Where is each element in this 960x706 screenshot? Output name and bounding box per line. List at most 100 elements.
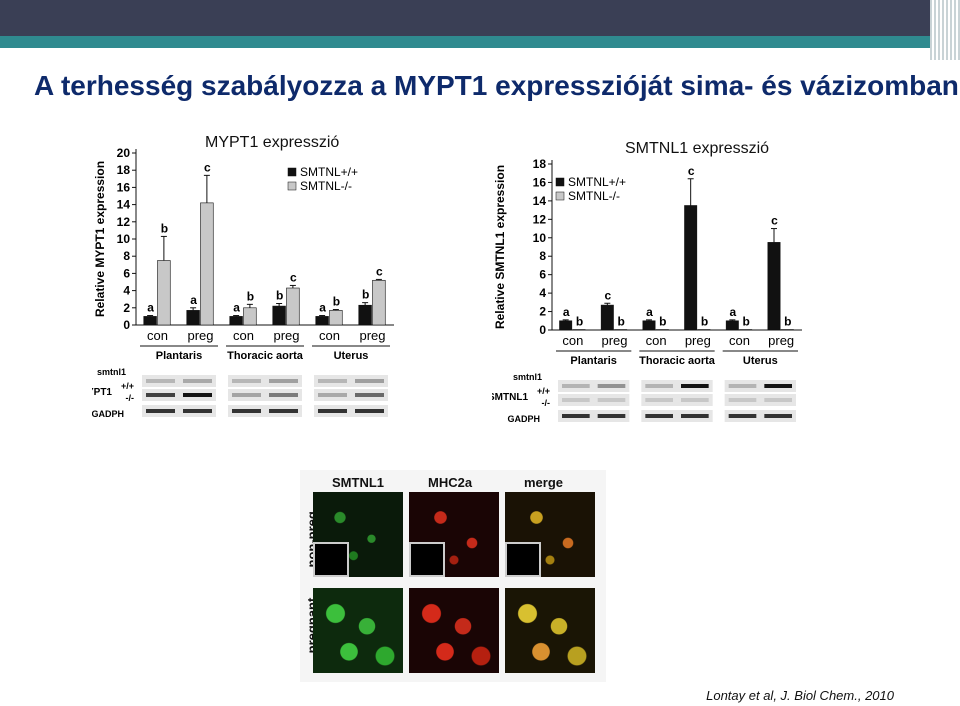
chart1-bar — [372, 279, 386, 326]
chart1-ytick-label: 14 — [117, 198, 131, 212]
chart1-blot-band — [355, 379, 384, 383]
chart2-ytick-label: 12 — [533, 212, 547, 226]
chart1-sig-letter: c — [376, 264, 383, 278]
chart1-bar — [329, 310, 343, 326]
chart1-blot-strip — [228, 389, 302, 401]
chart2-blot-strip — [724, 394, 796, 406]
chart1-blot-label: MYPT1 — [92, 387, 112, 398]
chart1-ytick-label: 2 — [123, 301, 130, 315]
chart1-xtick-label: con — [233, 328, 254, 343]
chart1-group-label: Thoracic aorta — [227, 350, 304, 362]
chart2-blot-label: GADPH — [507, 414, 540, 424]
chart2-blot-label: smtnl1 — [513, 372, 542, 382]
chart1-group-label: Uterus — [334, 350, 369, 362]
chart1-blot-band — [269, 393, 298, 397]
chart2-ytick-label: 6 — [539, 268, 546, 282]
chart1-legend-label: SMTNL-/- — [300, 179, 352, 193]
micro-nonpreg-merge — [505, 492, 595, 577]
chart2-title: SMTNL1 expresszió — [625, 140, 770, 157]
chart1-ytick-label: 4 — [123, 284, 130, 298]
chart2-blot-strip — [558, 394, 630, 406]
chart1-sig-letter: b — [362, 288, 369, 302]
chart2-legend-label: SMTNL+/+ — [568, 175, 626, 189]
chart1-legend-swatch — [287, 167, 297, 177]
chart1-group-label: Plantaris — [156, 350, 202, 362]
chart1-blot-strip — [314, 389, 388, 401]
chart2-ytick-label: 16 — [533, 175, 547, 189]
top-banner-stripe — [0, 36, 960, 48]
chart2-blot-band — [728, 384, 757, 388]
chart1-blot-strip — [142, 405, 216, 417]
chart1-legend-swatch — [287, 181, 297, 191]
chart2-blot-strip — [558, 380, 630, 392]
chart2-legend-swatch — [555, 191, 565, 201]
chart2-bar — [559, 320, 573, 331]
chart2-blot-strip — [724, 380, 796, 392]
chart1-ylabel: Relative MYPT1 expression — [93, 161, 107, 317]
chart1-blot-strip — [314, 405, 388, 417]
micro-inset — [313, 542, 349, 577]
micro-preg-mhc2a — [409, 588, 499, 673]
chart2-blot-band — [562, 384, 590, 388]
chart2-blot-genotype: -/- — [542, 398, 551, 408]
chart1-blot-band — [232, 393, 261, 397]
chart2-xtick-label: con — [729, 333, 750, 348]
chart1-bar — [229, 316, 243, 326]
chart1-blot-band — [232, 379, 261, 383]
chart2-ytick-label: 2 — [539, 305, 546, 319]
chart2-blot-strip — [724, 410, 796, 422]
chart1-bar — [315, 316, 329, 326]
chart2-sig-letter: b — [701, 315, 708, 329]
chart1-sig-letter: a — [319, 301, 326, 315]
chart2-xtick-label: preg — [768, 333, 794, 348]
chart2-ytick-label: 8 — [539, 249, 546, 263]
micro-col-smtnl1: SMTNL1 — [332, 475, 384, 490]
chart2-blot-strip — [641, 410, 713, 422]
chart2-blot-band-gapdh — [562, 414, 590, 418]
chart2-legend-label: SMTNL-/- — [568, 189, 620, 203]
chart2-bar — [725, 320, 739, 331]
chart1-sig-letter: b — [247, 289, 254, 303]
micro-inset — [409, 542, 445, 577]
chart2-blot-band — [562, 398, 590, 402]
chart2-blot-band — [764, 384, 792, 388]
chart2-sig-letter: b — [659, 315, 666, 329]
microscopy-panel: SMTNL1 MHC2a merge non-preg. pregnant — [300, 470, 606, 682]
chart2-bar — [697, 329, 711, 331]
chart2-sig-letter: b — [742, 315, 749, 329]
chart2-bar — [642, 320, 656, 331]
citation: Lontay et al, J. Biol Chem., 2010 — [706, 688, 894, 703]
chart2-sig-letter: a — [646, 305, 653, 319]
chart2-bar — [684, 205, 698, 331]
chart1-blot-band — [318, 379, 347, 383]
micro-preg-merge — [505, 588, 595, 673]
micro-col-mhc2a: MHC2a — [428, 475, 473, 490]
chart1-blot-strip — [314, 375, 388, 387]
chart1-blot-band — [269, 379, 298, 383]
chart1-xtick-label: con — [147, 328, 168, 343]
micro-inset — [505, 542, 541, 577]
micro-nonpreg-mhc2a — [409, 492, 499, 577]
chart2-sig-letter: a — [729, 305, 736, 319]
chart1-blot-band-gapdh — [318, 409, 347, 413]
chart1-ytick-label: 20 — [117, 146, 131, 160]
chart1-bar — [157, 260, 171, 326]
chart1-blot-band-gapdh — [269, 409, 298, 413]
chart1-blot-genotype: -/- — [126, 393, 135, 403]
chart1-blot-band-gapdh — [232, 409, 261, 413]
top-banner-accent — [930, 0, 960, 60]
mypt1-expression-chart: Relative MYPT1 expression 0 2 4 6 8 10 12 14 16 18… — [92, 146, 394, 419]
chart1-blot-label: GADPH — [92, 409, 124, 419]
chart2-blot-band-gapdh — [645, 414, 673, 418]
chart2-group-label: Thoracic aorta — [639, 355, 716, 367]
chart1-ytick-label: 0 — [123, 318, 130, 332]
chart2-sig-letter: b — [617, 315, 624, 329]
chart1-blot-band — [146, 393, 175, 397]
chart1-blot-strip — [142, 389, 216, 401]
chart2-bar — [767, 242, 781, 331]
chart1-blot-strip — [228, 405, 302, 417]
chart2-ytick-label: 4 — [539, 286, 546, 300]
chart2-ytick-label: 18 — [533, 157, 547, 171]
micro-preg-smtnl1 — [313, 588, 403, 673]
chart1-ytick-label: 10 — [117, 232, 131, 246]
